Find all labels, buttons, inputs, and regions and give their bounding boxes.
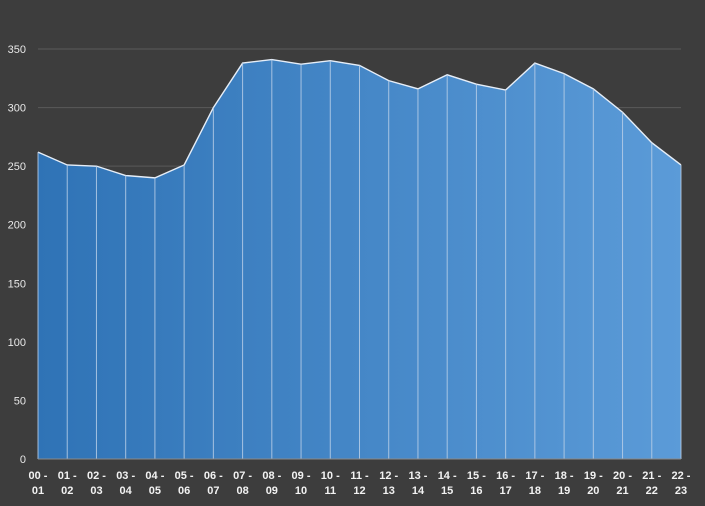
x-tick-label: 14 -15 [438,470,457,497]
x-tick-label: 15 -16 [467,470,486,497]
y-tick-label: 250 [8,161,26,173]
x-axis: 00 -01 01 -02 02 -03 03 -04 04 -05 05 -06 06 -… [29,458,691,497]
x-tick-label: 04 -05 [145,470,164,497]
y-tick-label: 200 [8,220,26,232]
y-tick-label: 300 [8,103,26,115]
x-tick-label: 01 -02 [58,470,77,497]
y-tick-label: 150 [8,278,26,290]
x-tick-label: 13 -14 [408,470,427,497]
y-axis: 0 50 100 150 200 250 300 350 [8,44,26,466]
x-tick-label: 02 -03 [87,470,106,497]
x-tick-label: 11 -12 [350,470,369,497]
x-tick-label: 10 -11 [321,470,340,497]
x-tick-label: 09 -10 [292,470,311,497]
x-tick-label: 19 -20 [584,470,603,497]
y-tick-label: 50 [14,395,26,407]
x-tick-label: 17 -18 [525,470,544,497]
x-tick-label: 12 -13 [379,470,398,497]
y-tick-label: 350 [8,44,26,56]
x-tick-label: 20 -21 [613,470,632,497]
x-tick-label: 07 -08 [233,470,252,497]
y-tick-label: 100 [8,337,26,349]
x-tick-label: 16 -17 [496,470,515,497]
x-tick-label: 18 -19 [555,470,574,497]
x-tick-label: 06 -07 [204,470,223,497]
x-tick-label: 03 -04 [116,470,135,497]
x-tick-label: 08 -09 [262,470,281,497]
x-tick-label: 22 -23 [672,470,691,497]
y-tick-label: 0 [20,454,26,466]
x-tick-label: 05 -06 [175,470,194,497]
x-tick-label: 21 -22 [642,470,661,497]
category-dividers [37,59,682,459]
x-tick-label: 00 -01 [29,470,48,497]
